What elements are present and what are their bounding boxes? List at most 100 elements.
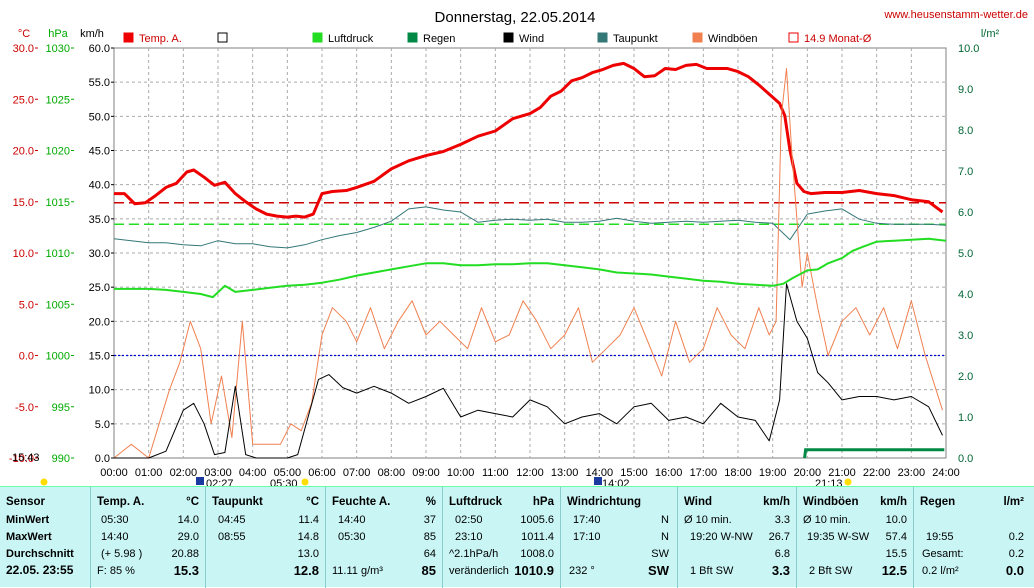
gust-current: 12.5 <box>881 563 907 578</box>
winddir-current: SW <box>648 563 669 578</box>
legend-swatch <box>503 32 514 43</box>
axis-tick-label: 5.0 <box>958 248 973 260</box>
wind-min-val: 3.3 <box>774 514 790 526</box>
legend-label: Wind <box>519 33 544 45</box>
axis-tick-label: 5.0 <box>95 419 110 431</box>
axis-tick-label: 60.0 <box>89 43 110 55</box>
wind-current: 3.3 <box>771 563 790 578</box>
axis-tick-label: 1015 <box>46 197 70 209</box>
axis-tick-label: 995 <box>52 402 70 414</box>
press-max-time: 23:10 <box>455 531 483 543</box>
axis-tick-label: 50.0 <box>89 111 110 123</box>
chart-legend: Temp. A. Luftdruck Regen Wind Taupunkt Windbö… <box>123 32 872 45</box>
dew-min-time: 04:45 <box>218 514 246 526</box>
wind-foot-note: 1 Bft SW <box>690 565 734 577</box>
axis-tick-label: 10.0 <box>13 248 34 260</box>
dew-min-val: 11.4 <box>298 514 319 526</box>
x-tick-label: 03:00 <box>204 467 232 479</box>
x-tick-label: 00:00 <box>100 467 128 479</box>
hum-max-val: 85 <box>423 531 436 543</box>
x-tick-label: 04:00 <box>239 467 267 479</box>
x-tick-label: 15:00 <box>620 467 648 479</box>
rain-max-time: 19:55 <box>926 531 954 543</box>
wind-unit: km/h <box>763 496 790 508</box>
axis-tick-label: 7.0 <box>958 166 973 178</box>
rain-header: Regen <box>920 496 956 508</box>
gust-min-val: 10.0 <box>885 514 907 526</box>
x-tick-label: 21:00 <box>828 467 856 479</box>
x-tick-label: 09:00 <box>412 467 440 479</box>
weather-chart: Donnerstag, 22.05.2014 www.heusenstamm-w… <box>9 9 1028 486</box>
series-line <box>113 206 947 249</box>
hum-current: 85 <box>421 563 436 578</box>
series-line <box>113 68 943 459</box>
axis-tick-label: 20.0 <box>13 146 34 158</box>
winddir-max-time: 17:10 <box>573 531 601 543</box>
moonset-icon <box>594 477 602 485</box>
x-tick-label: 23:00 <box>898 467 926 479</box>
hum-avg-val: 64 <box>423 548 436 560</box>
rain-avg-val: 0.2 <box>1008 548 1024 560</box>
rain-foot-note: 0.2 l/m² <box>922 565 959 577</box>
axis-tick-label: -5.0 <box>15 402 34 414</box>
wind-min-time: Ø 10 min. <box>684 514 732 526</box>
wind-max-val: 26.7 <box>768 531 790 543</box>
hum-max-time: 05:30 <box>338 531 366 543</box>
axis-tick-label: 4.0 <box>958 289 973 301</box>
dew-unit: °C <box>306 496 319 508</box>
temp-max-time: 14:40 <box>101 531 129 543</box>
gust-min-time: Ø 10 min. <box>803 514 851 526</box>
moonset-label: 14:02 <box>602 478 630 486</box>
axis-tick-label: 30.0 <box>13 43 34 55</box>
temp-avg-val: 20.88 <box>171 548 199 560</box>
sunrise-icon <box>301 478 309 486</box>
hum-foot-note: 11.11 g/m³ <box>332 565 383 577</box>
sunset-icon <box>844 478 852 486</box>
rain-current: 0.0 <box>1005 563 1024 578</box>
axis-tick-label: 55.0 <box>89 77 110 89</box>
legend-swatch <box>597 32 608 43</box>
legend-label: 14.9 Monat-Ø <box>804 33 872 45</box>
axis-tick-label: 0.0 <box>95 453 110 465</box>
unit-lm2: l/m² <box>981 28 1000 40</box>
col-dew: Taupunkt °C 04:45 11.4 08:55 14.8 13.0 1… <box>205 487 325 588</box>
x-tick-label: 22:00 <box>863 467 891 479</box>
x-tick-label: 08:00 <box>378 467 406 479</box>
press-min-time: 02:50 <box>455 514 483 526</box>
axis-tick-label: 30.0 <box>89 248 110 260</box>
unit-kmh: km/h <box>80 28 104 40</box>
gust-foot-note: 2 Bft SW <box>809 565 853 577</box>
legend-label: Windböen <box>708 33 758 45</box>
legend-label: Temp. A. <box>139 33 182 45</box>
col-winddir: Windrichtung 17:40 N 17:10 N SW 232 ° SW <box>560 487 677 588</box>
gust-max-time: 19:35 W-SW <box>807 531 870 543</box>
press-avg-val: 1008.0 <box>520 548 554 560</box>
sunset-label: 21:13 <box>815 478 843 486</box>
wind-max-time: 19:20 W-NW <box>690 531 753 543</box>
daylength-label: 15:43 <box>12 452 40 464</box>
rain-avg-note: Gesamt: <box>922 548 964 560</box>
temp-unit: °C <box>186 496 199 508</box>
sensor-header: Sensor <box>6 496 45 508</box>
temp-avg-note: (+ 5.98 ) <box>101 548 143 560</box>
axis-tick-label: 15.0 <box>89 351 110 363</box>
col-rain: Regen l/m² 19:55 0.2 Gesamt: 0.2 0.2 l/m… <box>913 487 1034 588</box>
temp-max-val: 29.0 <box>177 531 199 543</box>
unit-hpa: hPa <box>48 28 68 40</box>
axis-tick-label: 990 <box>52 453 70 465</box>
legend-swatch <box>788 32 799 43</box>
x-tick-label: 10:00 <box>447 467 475 479</box>
legend-swatch <box>407 32 418 43</box>
axis-tick-label: 10.0 <box>89 385 110 397</box>
chart-title: Donnerstag, 22.05.2014 <box>435 9 596 26</box>
dew-max-val: 14.8 <box>297 531 319 543</box>
row-label-max: MaxWert <box>6 531 52 543</box>
legend-label: Regen <box>423 33 455 45</box>
rain-unit: l/m² <box>1003 496 1024 508</box>
col-temp: Temp. A. °C 05:30 14.0 14:40 29.0 (+ 5.9… <box>90 487 205 588</box>
axis-labels: 30.0 25.0 20.0 15.0 10.0 5.0 0.0 -5.0 -10.0 1030 1… <box>9 43 980 479</box>
x-tick-label: 05:00 <box>274 467 302 479</box>
axis-tick-label: 0.0 <box>958 453 973 465</box>
website-label[interactable]: www.heusenstamm-wetter.de <box>883 9 1028 21</box>
gust-max-val: 57.4 <box>885 531 907 543</box>
